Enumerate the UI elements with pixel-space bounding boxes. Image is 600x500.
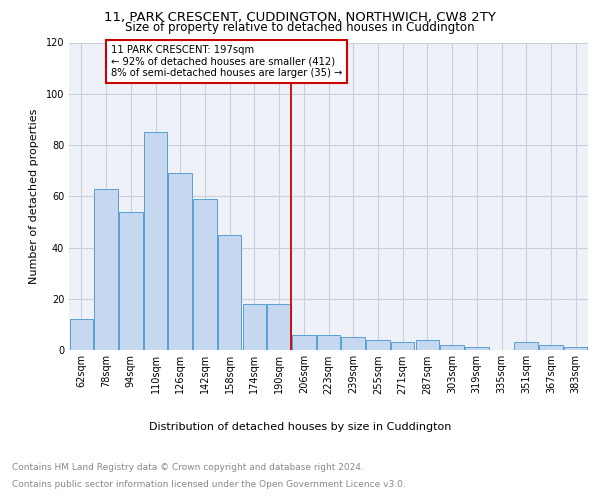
Bar bbox=[119, 212, 143, 350]
Bar bbox=[514, 342, 538, 350]
Bar bbox=[391, 342, 415, 350]
Bar bbox=[366, 340, 389, 350]
Bar bbox=[144, 132, 167, 350]
Bar bbox=[218, 234, 241, 350]
Bar bbox=[268, 304, 291, 350]
Bar bbox=[70, 320, 93, 350]
Bar bbox=[539, 345, 563, 350]
Bar bbox=[317, 334, 340, 350]
Text: Contains public sector information licensed under the Open Government Licence v3: Contains public sector information licen… bbox=[12, 480, 406, 489]
Bar bbox=[193, 199, 217, 350]
Y-axis label: Number of detached properties: Number of detached properties bbox=[29, 108, 38, 284]
Bar bbox=[564, 348, 587, 350]
Text: Distribution of detached houses by size in Cuddington: Distribution of detached houses by size … bbox=[149, 422, 451, 432]
Bar bbox=[416, 340, 439, 350]
Bar bbox=[341, 337, 365, 350]
Bar bbox=[440, 345, 464, 350]
Text: 11 PARK CRESCENT: 197sqm
← 92% of detached houses are smaller (412)
8% of semi-d: 11 PARK CRESCENT: 197sqm ← 92% of detach… bbox=[111, 45, 343, 78]
Text: 11, PARK CRESCENT, CUDDINGTON, NORTHWICH, CW8 2TY: 11, PARK CRESCENT, CUDDINGTON, NORTHWICH… bbox=[104, 11, 496, 24]
Bar bbox=[292, 334, 316, 350]
Text: Size of property relative to detached houses in Cuddington: Size of property relative to detached ho… bbox=[125, 22, 475, 35]
Bar bbox=[465, 348, 488, 350]
Bar bbox=[94, 188, 118, 350]
Bar bbox=[169, 173, 192, 350]
Text: Contains HM Land Registry data © Crown copyright and database right 2024.: Contains HM Land Registry data © Crown c… bbox=[12, 464, 364, 472]
Bar bbox=[242, 304, 266, 350]
